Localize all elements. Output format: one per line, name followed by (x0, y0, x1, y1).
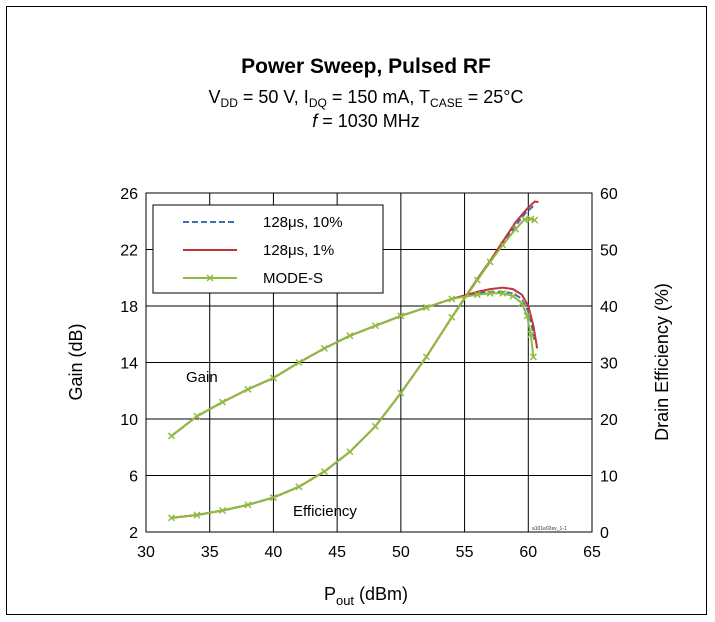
vdd-subscript: DD (221, 96, 239, 110)
axis-ticks: 30 35 40 45 50 55 60 65261014182226010203040506… (120, 186, 618, 561)
y-left-tick-label: 6 (129, 469, 138, 486)
x-axis-label: Pout (dBm) (324, 584, 408, 608)
tcase-symbol: T (419, 87, 430, 107)
idq-symbol: I (304, 87, 309, 107)
series-efficiency-point-mode-s (531, 216, 539, 224)
x-tick-label: 30 (137, 544, 155, 561)
y-left-tick-label: 22 (120, 243, 138, 260)
series-gain-point-mode-s (529, 353, 537, 361)
y-left-tick-label: 2 (129, 525, 138, 542)
x-axis-label-main: P (324, 584, 336, 604)
legend-label-128us-1pct: 128μs, 1% (263, 242, 334, 259)
y-left-tick-label: 26 (120, 186, 138, 203)
series-efficiency-point-mode-s (269, 494, 277, 502)
chart-subtitle-frequency: f = 1030 MHz (312, 111, 420, 131)
series-gain-point-mode-s (346, 332, 354, 340)
efficiency-annotation: Efficiency (293, 503, 357, 520)
figure-reference: a101e02ev_1-1 (532, 526, 567, 532)
y-right-tick-label: 40 (600, 299, 618, 316)
y-right-tick-label: 30 (600, 356, 618, 373)
series-efficiency-point-mode-s (193, 511, 201, 519)
x-tick-label: 40 (265, 544, 283, 561)
y-right-tick-label: 50 (600, 243, 618, 260)
idq-subscript: DQ (309, 96, 327, 110)
x-tick-label: 35 (201, 544, 219, 561)
gain-annotation: Gain (186, 369, 218, 386)
frequency-symbol: f (312, 111, 319, 131)
y-left-tick-label: 14 (120, 356, 138, 373)
series-gain-point-mode-s (295, 358, 303, 367)
series-efficiency-point-mode-s (422, 353, 430, 361)
chart-title: Power Sweep, Pulsed RF (241, 55, 491, 78)
frequency-value: = 1030 MHz (317, 111, 420, 131)
series-efficiency-point-mode-s (520, 216, 528, 224)
series-efficiency-point-mode-s (167, 514, 176, 522)
series-gain-point-mode-s (422, 303, 430, 311)
y-left-tick-label: 18 (120, 299, 138, 316)
series-gain-point-mode-s (523, 312, 531, 320)
series-efficiency-point-mode-s (346, 448, 354, 456)
series-efficiency-point-mode-s (473, 276, 481, 284)
legend-label-mode-s: MODE-S (263, 270, 323, 287)
y-axis-left-label: Gain (dB) (66, 323, 86, 400)
series-efficiency-point-mode-s (244, 501, 252, 509)
legend: 128μs, 10% 128μs, 1% MODE-S (152, 204, 384, 294)
series-gain-point-mode-s (448, 295, 456, 303)
series-gain-point-mode-s (244, 385, 252, 393)
series-efficiency-point-mode-s (320, 468, 328, 476)
series-gain-point-mode-s (527, 330, 535, 338)
x-tick-label: 65 (583, 544, 601, 561)
y-axis-right-label: Drain Efficiency (%) (652, 283, 672, 441)
series-gain-point-mode-s (193, 412, 201, 420)
series-gain-point-mode-s (397, 312, 405, 320)
series-gain-point-mode-s (486, 289, 494, 297)
y-right-tick-label: 60 (600, 186, 618, 203)
series-gain-point-mode-s (499, 289, 507, 297)
series-gain-point-mode-s (371, 322, 379, 330)
x-tick-label: 45 (328, 544, 346, 561)
legend-marker-mode-s (206, 274, 214, 282)
y-right-tick-label: 0 (600, 525, 609, 542)
y-right-tick-label: 20 (600, 412, 618, 429)
series-layer (167, 200, 539, 522)
vdd-symbol: V (209, 87, 221, 107)
series-gain-point-mode-s (269, 374, 277, 382)
series-efficiency-point-mode-s (448, 313, 456, 321)
tcase-subscript: CASE (430, 96, 463, 110)
series-gain-point-mode-s (518, 299, 526, 307)
x-tick-label: 55 (456, 544, 474, 561)
vdd-value: = 50 V, (238, 87, 304, 107)
series-efficiency-point-mode-s (512, 225, 520, 233)
series-gain-point-mode-s (218, 398, 226, 406)
series-efficiency-point-mode-s (371, 422, 379, 430)
series-efficiency-point-mode-s (397, 389, 405, 397)
chart-subtitle-conditions: VDD = 50 V, IDQ = 150 mA, TCASE = 25°C (209, 87, 524, 110)
y-right-tick-label: 10 (600, 469, 618, 486)
series-efficiency-point-mode-s (295, 483, 303, 491)
x-axis-label-sub: out (336, 593, 354, 608)
legend-label-128us-10pct: 128μs, 10% (263, 214, 343, 231)
x-axis-label-unit: (dBm) (354, 584, 408, 604)
series-gain-point-mode-s (320, 344, 328, 352)
tcase-value: = 25°C (463, 87, 524, 107)
x-tick-label: 60 (519, 544, 537, 561)
gridlines (146, 193, 592, 532)
y-left-tick-label: 10 (120, 412, 138, 429)
series-efficiency-point-mode-s (218, 506, 226, 515)
series-gain-point-mode-s (167, 432, 176, 440)
idq-value: = 150 mA, (327, 87, 419, 107)
series-gain-point-mode-s (473, 291, 481, 299)
series-gain-point-mode-s (509, 292, 517, 300)
series-efficiency-point-mode-s (486, 258, 494, 266)
series-efficiency-point-mode-s (499, 241, 507, 249)
x-tick-label: 50 (392, 544, 410, 561)
